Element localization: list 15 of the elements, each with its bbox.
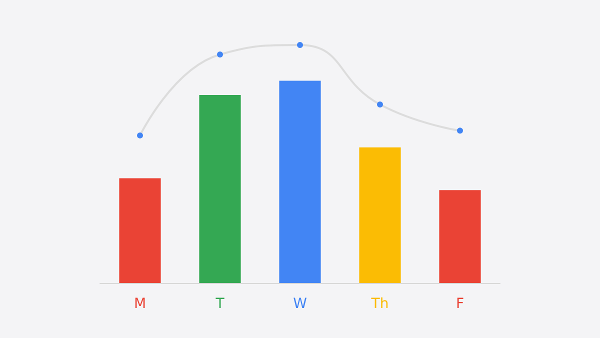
point <box>377 102 383 108</box>
x-tick-label: M <box>134 296 146 312</box>
point <box>457 128 463 134</box>
bar <box>119 178 161 283</box>
x-tick-label: W <box>293 296 308 312</box>
x-tick-label: F <box>456 296 464 312</box>
bar <box>439 190 481 283</box>
bar <box>359 147 401 283</box>
point <box>137 132 143 138</box>
bar <box>199 94 241 283</box>
point <box>217 52 223 58</box>
bar <box>279 80 321 283</box>
point <box>297 42 303 48</box>
x-tick-label: T <box>214 296 225 312</box>
x-tick-label: Th <box>370 296 389 312</box>
